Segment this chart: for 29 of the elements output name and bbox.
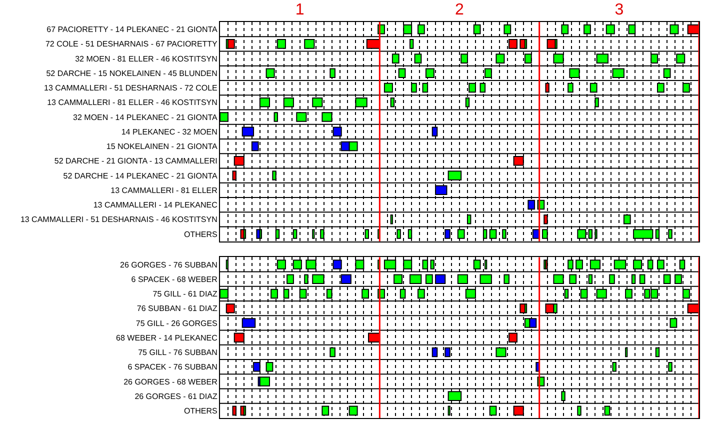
y-tick-label: 6 SPACEK - 76 SUBBAN xyxy=(128,362,218,372)
y-tick-label: 67 PACIORETTY - 14 PLEKANEC - 21 GIONTA xyxy=(46,25,218,34)
x-tick-label: 3 xyxy=(614,2,624,19)
y-tick-label: 75 GILL - 61 DIAZ xyxy=(152,290,218,299)
y-tick-label: 26 GORGES - 61 DIAZ xyxy=(134,392,218,401)
y-tick-label: 32 MOEN - 14 PLEKANEC - 21 GIONTA xyxy=(73,112,218,122)
x-tick-label: 1 xyxy=(295,2,304,19)
y-tick-label: 68 WEBER - 14 PLEKANEC xyxy=(116,333,218,342)
y-tick-label: 76 SUBBAN - 61 DIAZ xyxy=(136,304,218,314)
y-tick-label: 14 PLEKANEC - 32 MOEN xyxy=(121,127,218,136)
y-tick-label: 13 CAMMALLERI - 51 DESHARNAIS - 72 COLE xyxy=(44,84,218,93)
y-tick-label: 13 CAMMALLERI - 81 ELLER xyxy=(110,186,218,195)
y-tick-label: 32 MOEN - 81 ELLER - 46 KOSTITSYN xyxy=(75,54,218,64)
y-tick-label: 13 CAMMALLERI - 51 DESHARNAIS - 46 KOSTITSYN xyxy=(20,215,218,224)
y-tick-label: 6 SPACEK - 68 WEBER xyxy=(131,274,218,284)
y-tick-label: OTHERS xyxy=(184,230,218,239)
y-tick-label: 26 GORGES - 68 WEBER xyxy=(124,377,218,386)
y-tick-label: OTHERS xyxy=(184,406,218,416)
y-tick-label: 13 CAMMALLERI - 14 PLEKANEC xyxy=(93,200,218,210)
y-tick-label: 72 COLE - 51 DESHARNAIS - 67 PACIORETTY xyxy=(45,40,218,49)
y-tick-label: 15 NOKELAINEN - 21 GIONTA xyxy=(106,142,218,152)
y-tick-label: 75 GILL - 26 GORGES xyxy=(136,318,218,328)
y-tick-label: 52 DARCHE - 21 GIONTA - 13 CAMMALLERI xyxy=(54,156,218,166)
y-tick-label: 75 GILL - 76 SUBBAN xyxy=(138,348,218,358)
y-tick-label: 13 CAMMALLERI - 81 ELLER - 46 KOSTITSYN xyxy=(47,98,218,108)
y-tick-label: 26 GORGES - 76 SUBBAN xyxy=(120,260,218,270)
y-tick-label: 52 DARCHE - 14 PLEKANEC - 21 GIONTA xyxy=(63,171,218,180)
x-tick-label: 2 xyxy=(455,2,464,19)
y-tick-label: 52 DARCHE - 15 NOKELAINEN - 45 BLUNDEN xyxy=(46,68,218,78)
